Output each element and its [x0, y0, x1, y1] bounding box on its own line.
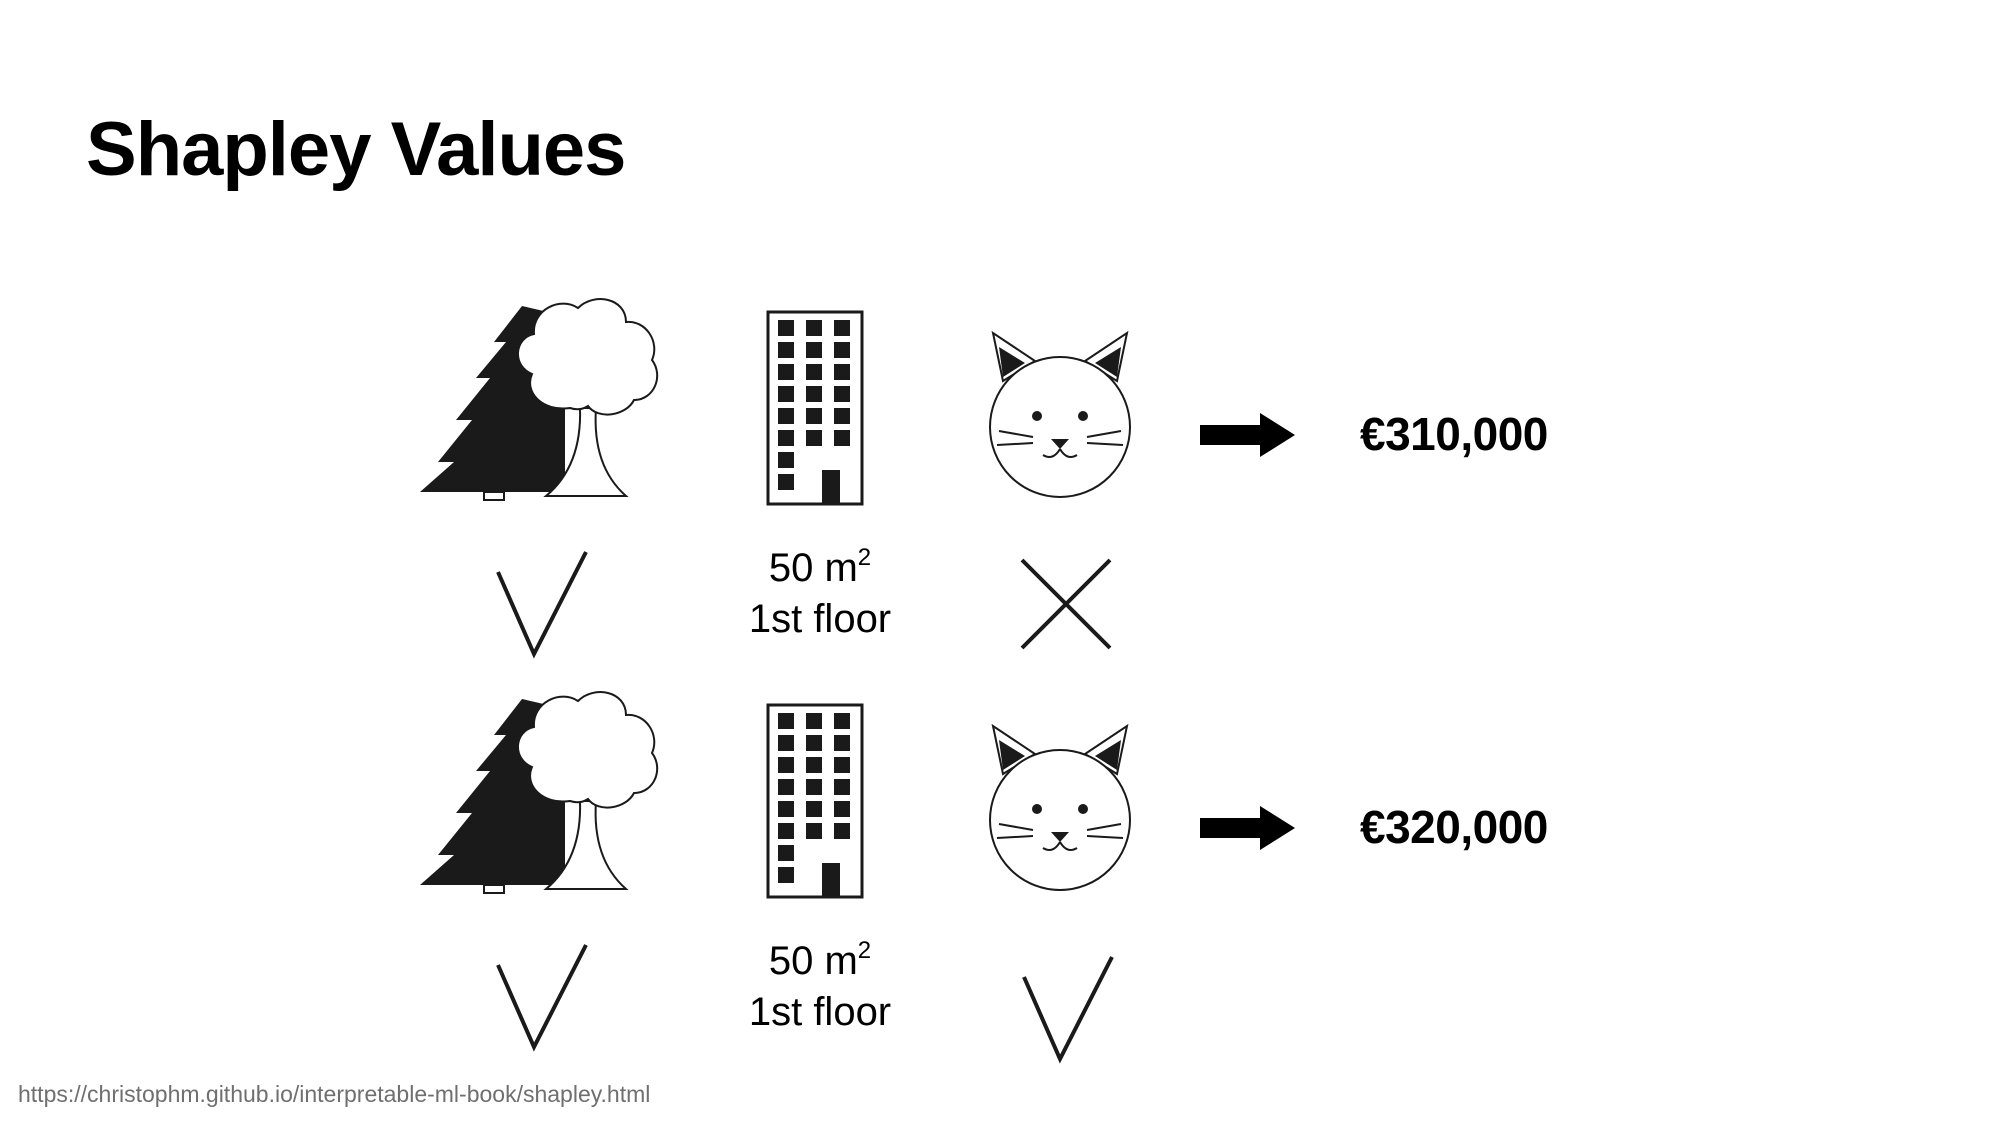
area-superscript: 2 [857, 937, 872, 964]
apartment-building-icon [766, 703, 864, 899]
check-icon [1022, 956, 1114, 1064]
area-value: 50 m [768, 939, 858, 983]
floor-label: 1st floor [748, 597, 892, 641]
cross-icon [1020, 558, 1112, 650]
check-icon [496, 944, 588, 1052]
right-arrow-icon [1200, 413, 1295, 457]
scenario-2: €320,000 50 m2 1st floor [0, 689, 2000, 1089]
source-link[interactable]: https://christophm.github.io/interpretab… [18, 1081, 651, 1107]
price-label: €320,000 [1360, 801, 1548, 853]
area-value: 50 m [768, 546, 858, 590]
area-label: 50 m2 [700, 546, 940, 590]
apartment-building-icon [766, 310, 864, 506]
trees-icon [420, 298, 659, 501]
check-icon [496, 551, 588, 659]
area-label: 50 m2 [700, 939, 940, 983]
area-superscript: 2 [857, 544, 872, 571]
price-label: €310,000 [1360, 408, 1548, 460]
trees-icon [420, 691, 659, 894]
scenario-1: €310,000 50 m2 1st floor [0, 296, 2000, 696]
cat-icon [989, 724, 1131, 891]
cat-icon [989, 331, 1131, 498]
floor-label: 1st floor [748, 990, 892, 1034]
right-arrow-icon [1200, 806, 1295, 850]
slide-title: Shapley Values [86, 107, 626, 192]
